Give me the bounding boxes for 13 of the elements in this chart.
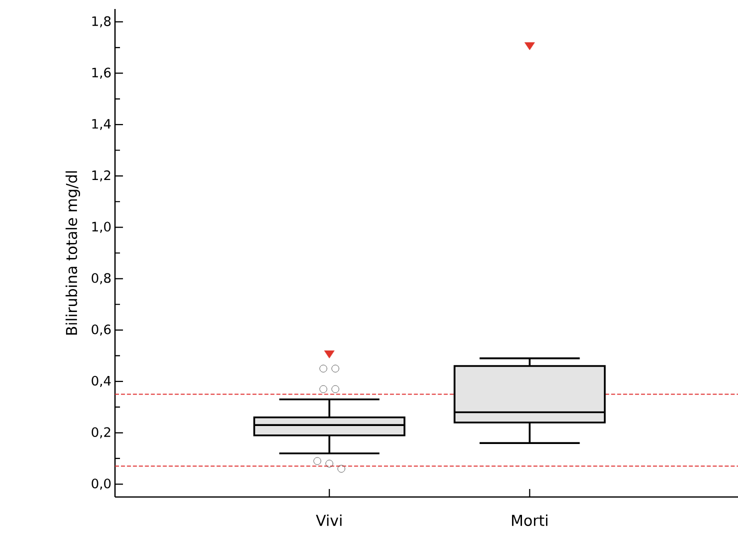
y-tick-label: 0,0	[92, 478, 111, 490]
y-tick-label: 0,4	[92, 376, 111, 387]
x-tick-label: Morti	[512, 514, 548, 526]
y-tick-label: 0,2	[92, 427, 110, 438]
y-tick-label: 0,8	[92, 273, 111, 284]
y-axis-title: Bilirubina totale mg/dl	[66, 171, 80, 335]
y-tick-label: 0,6	[92, 324, 111, 336]
y-tick-label: 1,4	[92, 119, 111, 130]
x-tick-label: Vivi	[316, 514, 342, 526]
y-tick-label: 1,0	[92, 222, 111, 233]
y-tick-label: 1,8	[92, 16, 111, 28]
y-tick-label: 1,6	[92, 68, 111, 79]
y-tick-label: 1,2	[92, 170, 110, 182]
